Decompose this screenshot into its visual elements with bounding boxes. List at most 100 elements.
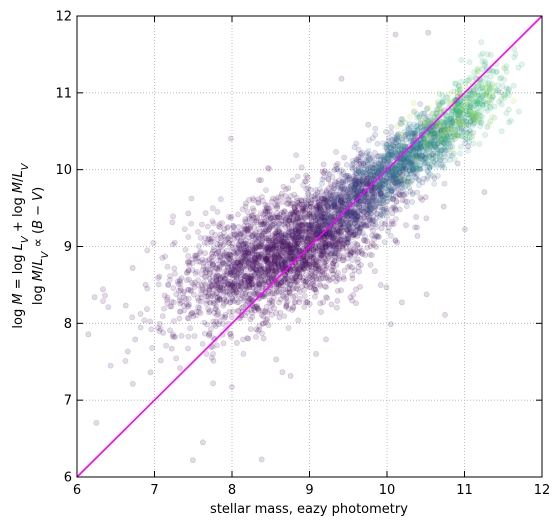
data-point — [316, 228, 323, 235]
data-point — [425, 104, 431, 111]
data-point — [249, 273, 256, 280]
data-point — [227, 268, 234, 274]
data-point — [334, 227, 341, 233]
data-point — [262, 281, 269, 288]
data-point — [307, 235, 314, 242]
data-point — [251, 224, 258, 230]
data-point — [258, 219, 264, 225]
data-point — [252, 256, 259, 263]
data-point — [261, 218, 268, 225]
data-point — [297, 273, 303, 280]
data-point — [359, 178, 365, 184]
data-point — [349, 297, 355, 304]
data-point — [466, 59, 473, 65]
data-point — [294, 200, 301, 206]
data-point — [333, 148, 339, 155]
data-point — [342, 211, 349, 218]
data-point — [363, 211, 370, 217]
data-point — [252, 255, 259, 262]
data-point — [267, 218, 274, 225]
data-point — [393, 164, 399, 171]
data-point — [399, 119, 406, 126]
data-point — [274, 205, 280, 211]
data-point — [290, 245, 297, 252]
data-point — [217, 286, 223, 293]
data-point — [185, 333, 192, 340]
data-point — [365, 194, 372, 201]
data-point — [307, 283, 314, 290]
data-point — [301, 212, 308, 219]
data-point — [292, 234, 298, 241]
data-point — [203, 293, 210, 300]
data-point — [258, 456, 265, 463]
data-point — [306, 284, 313, 291]
data-point — [201, 330, 208, 337]
data-point — [246, 215, 253, 222]
data-point — [176, 297, 183, 304]
data-point — [246, 281, 253, 288]
data-point — [284, 276, 291, 282]
data-point — [289, 200, 296, 207]
data-point — [274, 285, 281, 291]
data-point — [330, 203, 336, 210]
data-point — [282, 286, 289, 292]
data-point — [274, 213, 281, 219]
data-point — [174, 278, 181, 285]
data-point — [306, 210, 313, 217]
data-point — [242, 262, 248, 269]
data-point — [338, 224, 344, 231]
data-point — [262, 319, 269, 326]
data-point — [265, 230, 272, 237]
data-point — [390, 221, 397, 227]
data-point — [292, 277, 299, 284]
data-point — [167, 273, 173, 279]
data-point — [330, 234, 337, 241]
data-point — [442, 311, 448, 318]
data-point — [455, 131, 462, 138]
data-point — [254, 302, 260, 309]
data-point — [323, 189, 330, 196]
data-point — [264, 257, 271, 264]
data-point — [423, 215, 430, 222]
data-point — [324, 170, 331, 177]
data-point — [331, 196, 338, 203]
data-point — [359, 251, 366, 257]
data-point — [299, 260, 306, 267]
data-point — [214, 297, 221, 304]
data-point — [354, 223, 361, 229]
data-point — [250, 197, 257, 203]
data-point — [275, 226, 282, 233]
data-point — [214, 262, 221, 269]
data-point — [223, 272, 230, 279]
data-point — [233, 273, 239, 279]
data-point — [228, 313, 235, 320]
data-point — [245, 213, 252, 220]
data-point — [253, 258, 260, 265]
data-point — [275, 257, 281, 264]
data-point — [339, 200, 345, 207]
data-point — [171, 265, 178, 272]
data-point — [285, 246, 292, 253]
data-point — [337, 222, 344, 229]
data-point — [317, 300, 324, 307]
data-point — [333, 241, 340, 248]
data-point — [411, 133, 418, 140]
data-point — [286, 242, 293, 248]
data-point — [294, 203, 301, 210]
data-point — [305, 184, 312, 191]
data-point — [403, 222, 409, 228]
data-point — [216, 293, 223, 300]
data-point — [393, 198, 400, 205]
data-point — [287, 211, 294, 218]
data-point — [277, 309, 284, 316]
data-point — [266, 208, 273, 215]
data-point — [266, 266, 272, 273]
data-point — [189, 267, 196, 273]
data-point — [284, 279, 291, 286]
data-point — [484, 51, 491, 58]
x-tick-label: 11 — [456, 483, 473, 498]
data-point — [255, 307, 262, 314]
data-point — [356, 268, 362, 275]
data-point — [407, 113, 413, 120]
data-point — [235, 283, 242, 290]
